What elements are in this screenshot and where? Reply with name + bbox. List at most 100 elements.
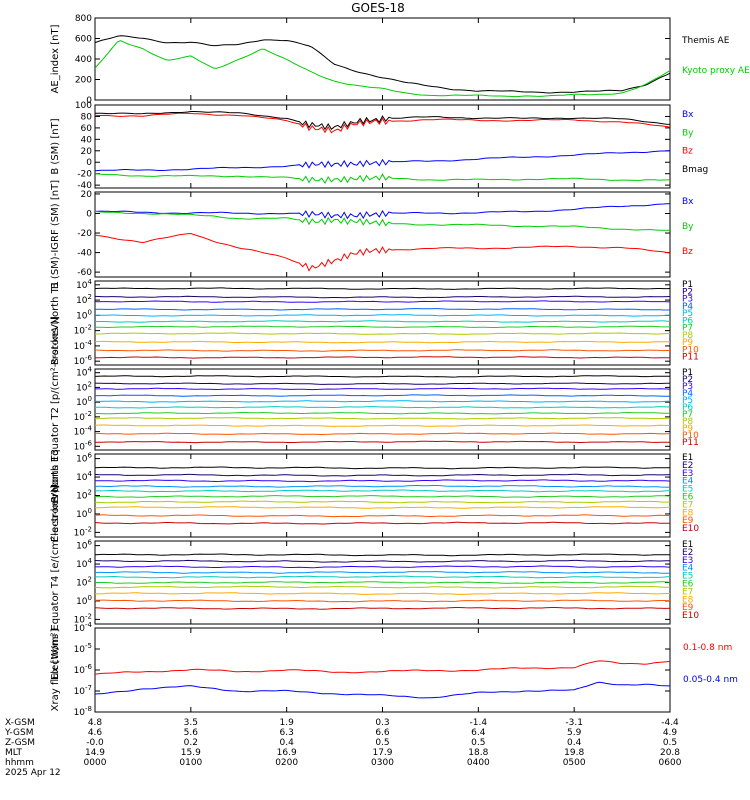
legend-P9: P9 [682,338,693,348]
y-tick-label: 10-6 [74,439,93,452]
footer-row-label: Z-GSM [5,738,35,748]
series-line-E6 [95,495,671,498]
footer-cell: 4.9 [663,728,678,738]
y-tick-label: 104 [76,470,92,483]
legend-P11: P11 [682,353,699,363]
footer-cell: 0.5 [375,738,389,748]
footer-cell: 19.8 [564,748,584,758]
y-tick-label: 102 [76,380,92,393]
footer-cell: 0.5 [471,738,485,748]
legend-P9: P9 [682,424,693,434]
legend-P8: P8 [682,417,693,427]
series-line-P1 [94,287,671,290]
series-line-By [94,173,671,184]
footer-cell: -4.4 [661,718,679,728]
legend-P4: P4 [682,389,693,399]
legend-E4: E4 [682,477,694,487]
footer-cell: 0.5 [663,738,677,748]
y-tick-label: 20 [81,147,93,157]
panel-frame [94,280,671,366]
legend-E9: E9 [682,603,694,613]
legend-E2: E2 [682,461,693,471]
legend-By: By [682,222,694,232]
y-tick-label: 10-2 [74,525,92,538]
y-tick-label: 102 [76,293,92,306]
legend-E1: E1 [682,540,693,550]
series-line-0.1-0.8 nm [94,660,671,675]
series-line-E2 [94,559,671,563]
legend-Bx: Bx [682,197,694,207]
footer-cell: 0200 [275,758,298,768]
series-line-P10 [94,349,670,352]
series-line-Bmag [94,111,671,131]
y-tick-label: 100 [75,101,92,111]
series-line-P11 [95,440,671,444]
footer-cell: 0.4 [280,738,295,748]
y-axis-label: Protons Equator T2 [p/(cm²-s-sr-keV)] [50,316,61,503]
panel-frame [94,17,671,101]
footer-cell: 5.9 [567,728,582,738]
panel-5: 104 102 100 10-2 10-4 10-6 Protons Equator T2 … [50,316,699,503]
series-line-E9 [94,599,671,603]
legend-0.1-0.8 nm: 0.1-0.8 nm [683,643,732,653]
footer-cell: 17.9 [372,748,392,758]
legend-E1: E1 [682,453,693,463]
legend-Bz: Bz [682,147,693,157]
y-tick-label: 80 [81,112,93,122]
footer-cell: 3.5 [184,718,198,728]
series-line-P10 [94,432,670,436]
legend-E7: E7 [682,500,693,510]
y-tick-label: 100 [76,594,92,607]
y-axis-label: Electrons North T3 [50,449,61,542]
legend-E6: E6 [682,493,694,503]
y-tick-label: 100 [76,395,92,408]
legend-Kyoto proxy AE: Kyoto proxy AE [682,66,750,76]
y-tick-label: 0 [86,209,92,219]
series-line-Bx [94,203,671,220]
y-tick-label: 10-6 [74,663,93,676]
y-tick-label: -20 [77,170,92,180]
y-axis-label: Electrons Equator T4 [e/(cm²-s-sr-keV)] [50,485,61,680]
series-line-E1 [94,466,671,470]
legend-Bx: Bx [682,110,694,120]
y-axis-label: Protons North T1 [50,281,61,365]
series-line-P11 [94,356,671,359]
footer-row-label: X-GSM [5,718,35,728]
panel-6: 106 104 102 100 10-2 Electrons North T3 E1E2E3… [50,449,699,542]
y-tick-label: 100 [76,308,92,321]
series-line-P2 [94,382,670,385]
y-tick-label: 10-4 [74,339,93,352]
legend-P4: P4 [682,302,693,312]
y-tick-label: 40 [81,135,93,145]
y-tick-label: 10-4 [74,621,93,634]
footer-cell: 6.3 [280,728,294,738]
y-tick-label: 10-2 [74,410,92,423]
y-tick-label: 10-2 [74,612,92,625]
series-line-E9 [94,514,671,518]
y-tick-label: 200 [75,76,92,86]
series-line-P4 [94,394,670,397]
series-line-P6 [94,320,671,323]
y-tick-label: 800 [75,14,92,24]
footer-cell: 0500 [563,758,586,768]
y-tick-label: 400 [75,55,92,65]
legend-P2: P2 [682,287,693,297]
legend-E9: E9 [682,516,694,526]
series-line-P3 [95,387,671,391]
footer-cell: 15.9 [181,748,201,758]
legend-P7: P7 [682,410,693,420]
legend-P6: P6 [682,403,693,413]
footer-cell: 4.8 [88,718,103,728]
footer-cell: -1.4 [470,718,488,728]
legend-E10: E10 [682,611,699,621]
y-axis-label: B (SM) [nT] [50,118,61,174]
legend-Themis AE: Themis AE [681,36,730,46]
y-tick-label: 106 [76,452,92,465]
series-line-P7 [95,411,670,415]
legend-P2: P2 [682,375,693,385]
series-line-E5 [95,489,671,493]
legend-E5: E5 [682,485,693,495]
legend-P11: P11 [682,438,699,448]
